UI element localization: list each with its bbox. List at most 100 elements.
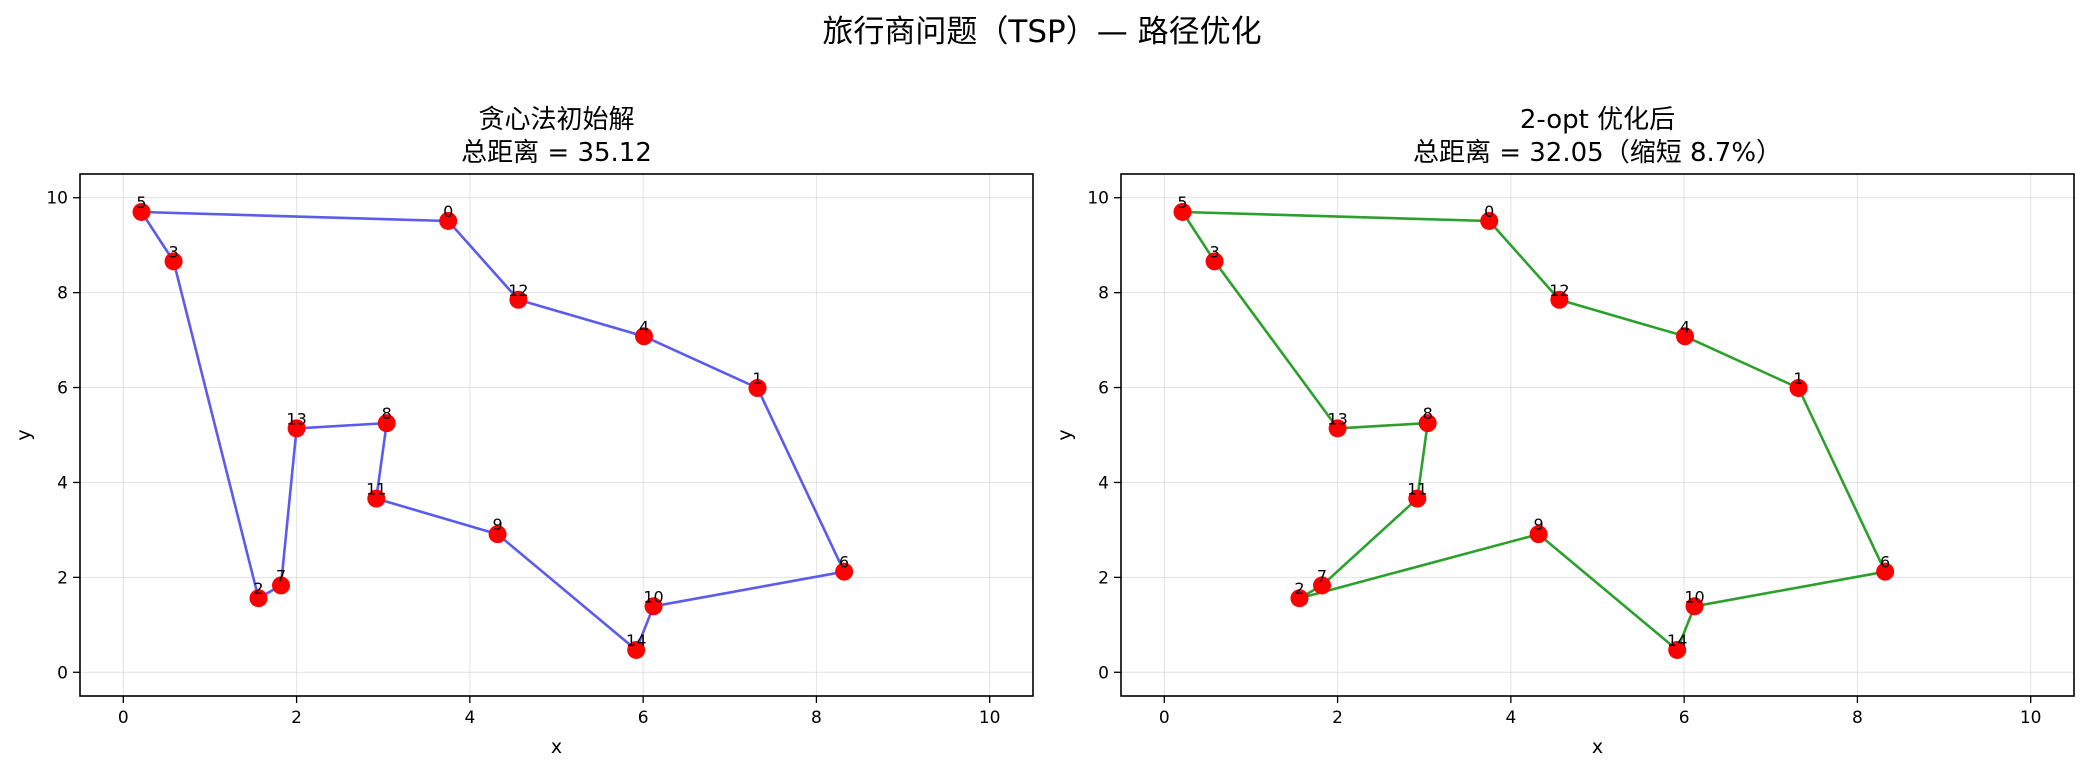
city-point xyxy=(1876,562,1895,581)
y-tick-label: 2 xyxy=(57,568,68,588)
city-point xyxy=(835,562,854,581)
city-point xyxy=(644,597,663,616)
x-tick-label: 6 xyxy=(638,708,649,728)
city-point xyxy=(635,327,654,346)
city-label: 5 xyxy=(136,193,146,212)
city-label: 6 xyxy=(839,553,849,572)
city-label: 10 xyxy=(643,587,663,606)
city-label: 9 xyxy=(1533,515,1543,534)
axes-frame xyxy=(1120,173,2075,697)
city-point xyxy=(1312,576,1331,595)
y-tick-label: 0 xyxy=(1098,663,1109,683)
city-point xyxy=(509,290,528,309)
city-label: 11 xyxy=(1407,480,1427,499)
city-label: 11 xyxy=(366,480,386,499)
city-label: 4 xyxy=(1680,317,1690,336)
x-axis-label: x xyxy=(1592,736,1603,758)
city-label: 9 xyxy=(492,515,502,534)
city-label: 2 xyxy=(1294,579,1304,598)
y-tick-label: 4 xyxy=(57,473,68,493)
panel-subtitle: 总距离 = 35.12 xyxy=(461,138,652,168)
city-label: 14 xyxy=(626,631,646,650)
city-point xyxy=(377,414,396,433)
city-point xyxy=(249,589,268,608)
city-point xyxy=(488,525,507,544)
city-point xyxy=(367,489,386,508)
city-point xyxy=(1173,202,1192,221)
city-point xyxy=(164,252,183,271)
x-tick-label: 0 xyxy=(118,708,129,728)
city-point xyxy=(1328,419,1347,438)
city-point xyxy=(1550,290,1569,309)
y-tick-label: 2 xyxy=(1098,568,1109,588)
x-tick-label: 10 xyxy=(979,708,1001,728)
x-tick-label: 10 xyxy=(2020,708,2042,728)
x-tick-label: 4 xyxy=(464,708,475,728)
x-tick-label: 4 xyxy=(1505,708,1516,728)
y-tick-label: 6 xyxy=(57,379,68,399)
city-label: 6 xyxy=(1880,553,1890,572)
city-point xyxy=(1529,525,1548,544)
y-tick-label: 8 xyxy=(57,284,68,304)
city-label: 1 xyxy=(752,369,762,388)
city-label: 0 xyxy=(1484,202,1494,221)
city-label: 1 xyxy=(1793,369,1803,388)
city-label: 12 xyxy=(508,281,528,300)
city-label: 13 xyxy=(1327,409,1347,428)
y-axis-label: y xyxy=(1054,429,1076,440)
city-label: 5 xyxy=(1177,193,1187,212)
city-point xyxy=(1676,327,1695,346)
city-label: 14 xyxy=(1667,631,1687,650)
figure-suptitle: 旅行商问题（TSP）— 路径优化 xyxy=(822,14,1261,50)
city-label: 4 xyxy=(639,317,649,336)
x-tick-label: 0 xyxy=(1159,708,1170,728)
route-line xyxy=(140,210,846,652)
city-point xyxy=(1418,414,1437,433)
city-point xyxy=(1290,589,1309,608)
city-point xyxy=(1789,379,1808,398)
x-tick-label: 2 xyxy=(291,708,302,728)
x-tick-label: 6 xyxy=(1679,708,1690,728)
city-point xyxy=(1668,640,1687,659)
y-tick-label: 8 xyxy=(1098,284,1109,304)
city-label: 7 xyxy=(276,566,286,585)
x-tick-label: 8 xyxy=(1852,708,1863,728)
city-point xyxy=(439,211,458,230)
city-label: 0 xyxy=(443,202,453,221)
city-label: 12 xyxy=(1549,281,1569,300)
city-point xyxy=(271,576,290,595)
city-label: 3 xyxy=(1209,242,1219,261)
city-point xyxy=(1685,597,1704,616)
city-point xyxy=(1205,252,1224,271)
city-label: 8 xyxy=(382,404,392,423)
y-tick-label: 10 xyxy=(46,189,68,209)
city-label: 10 xyxy=(1684,587,1704,606)
x-tick-label: 2 xyxy=(1332,708,1343,728)
city-point xyxy=(748,379,767,398)
x-axis-label: x xyxy=(551,736,562,758)
panel-title: 贪心法初始解 xyxy=(478,105,634,135)
y-tick-label: 6 xyxy=(1098,379,1109,399)
city-label: 8 xyxy=(1423,404,1433,423)
city-point xyxy=(1408,489,1427,508)
city-point xyxy=(1480,211,1499,230)
x-tick-label: 8 xyxy=(811,708,822,728)
y-axis-label: y xyxy=(13,429,35,440)
route-line xyxy=(1181,210,1887,652)
axes-frame xyxy=(79,173,1034,697)
city-label: 7 xyxy=(1317,566,1327,585)
city-point xyxy=(627,640,646,659)
panel-subtitle: 总距离 = 32.05（缩短 8.7%） xyxy=(1413,138,1782,168)
y-tick-label: 10 xyxy=(1087,189,1109,209)
panel-title: 2-opt 优化后 xyxy=(1520,105,1675,135)
city-label: 3 xyxy=(168,242,178,261)
city-label: 13 xyxy=(286,409,306,428)
city-point xyxy=(287,419,306,438)
y-tick-label: 0 xyxy=(57,663,68,683)
y-tick-label: 4 xyxy=(1098,473,1109,493)
city-label: 2 xyxy=(253,579,263,598)
city-point xyxy=(132,202,151,221)
